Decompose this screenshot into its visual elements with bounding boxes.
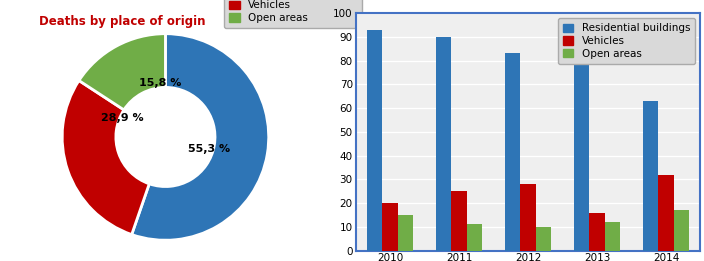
Wedge shape — [132, 34, 269, 240]
Bar — [467, 224, 482, 251]
Bar — [382, 203, 398, 251]
Text: 55,3 %: 55,3 % — [188, 144, 230, 154]
Bar — [536, 227, 551, 251]
Text: Deaths by place of origin: Deaths by place of origin — [39, 15, 206, 28]
Bar — [451, 191, 467, 251]
Bar — [436, 37, 451, 251]
Wedge shape — [62, 81, 149, 235]
Bar — [574, 65, 589, 251]
Bar — [589, 212, 605, 251]
Bar — [643, 101, 658, 251]
Bar — [398, 215, 413, 251]
Wedge shape — [79, 34, 165, 110]
Bar — [605, 222, 620, 251]
Bar — [674, 210, 689, 251]
Bar — [520, 184, 536, 251]
Text: 28,9 %: 28,9 % — [101, 113, 144, 123]
Bar — [367, 30, 382, 251]
Legend: Residential buildings, Vehicles, Open areas: Residential buildings, Vehicles, Open ar… — [224, 0, 362, 28]
Bar — [505, 54, 520, 251]
Text: 15,8 %: 15,8 % — [139, 78, 182, 88]
Bar — [658, 175, 674, 251]
Legend: Residential buildings, Vehicles, Open areas: Residential buildings, Vehicles, Open ar… — [558, 18, 696, 64]
